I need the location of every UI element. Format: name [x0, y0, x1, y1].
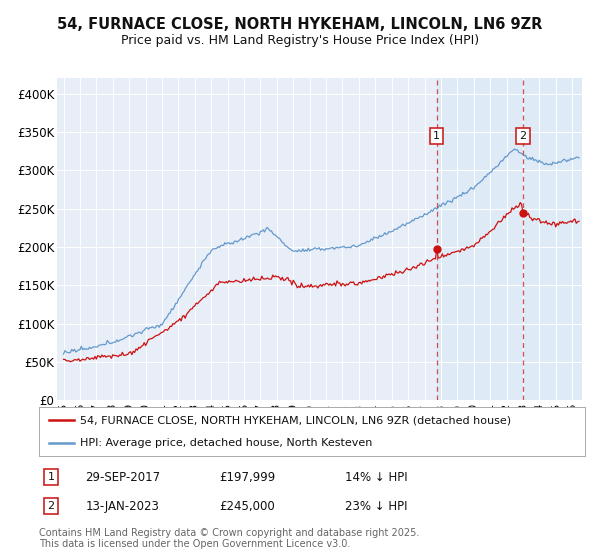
Text: 2: 2	[520, 132, 527, 141]
Text: 1: 1	[433, 132, 440, 141]
Text: 13-JAN-2023: 13-JAN-2023	[85, 500, 159, 512]
Text: 23% ↓ HPI: 23% ↓ HPI	[345, 500, 407, 512]
Text: 54, FURNACE CLOSE, NORTH HYKEHAM, LINCOLN, LN6 9ZR: 54, FURNACE CLOSE, NORTH HYKEHAM, LINCOL…	[58, 17, 542, 32]
Text: 2: 2	[47, 501, 55, 511]
Text: 29-SEP-2017: 29-SEP-2017	[85, 471, 161, 484]
Text: £245,000: £245,000	[219, 500, 275, 512]
Text: 1: 1	[47, 472, 55, 482]
Text: Contains HM Land Registry data © Crown copyright and database right 2025.
This d: Contains HM Land Registry data © Crown c…	[39, 528, 419, 549]
Text: Price paid vs. HM Land Registry's House Price Index (HPI): Price paid vs. HM Land Registry's House …	[121, 34, 479, 47]
Text: HPI: Average price, detached house, North Kesteven: HPI: Average price, detached house, Nort…	[80, 438, 373, 448]
Bar	[437, 78, 582, 400]
Text: £197,999: £197,999	[219, 471, 275, 484]
Text: 54, FURNACE CLOSE, NORTH HYKEHAM, LINCOLN, LN6 9ZR (detached house): 54, FURNACE CLOSE, NORTH HYKEHAM, LINCOL…	[80, 416, 511, 426]
Text: 14% ↓ HPI: 14% ↓ HPI	[345, 471, 407, 484]
